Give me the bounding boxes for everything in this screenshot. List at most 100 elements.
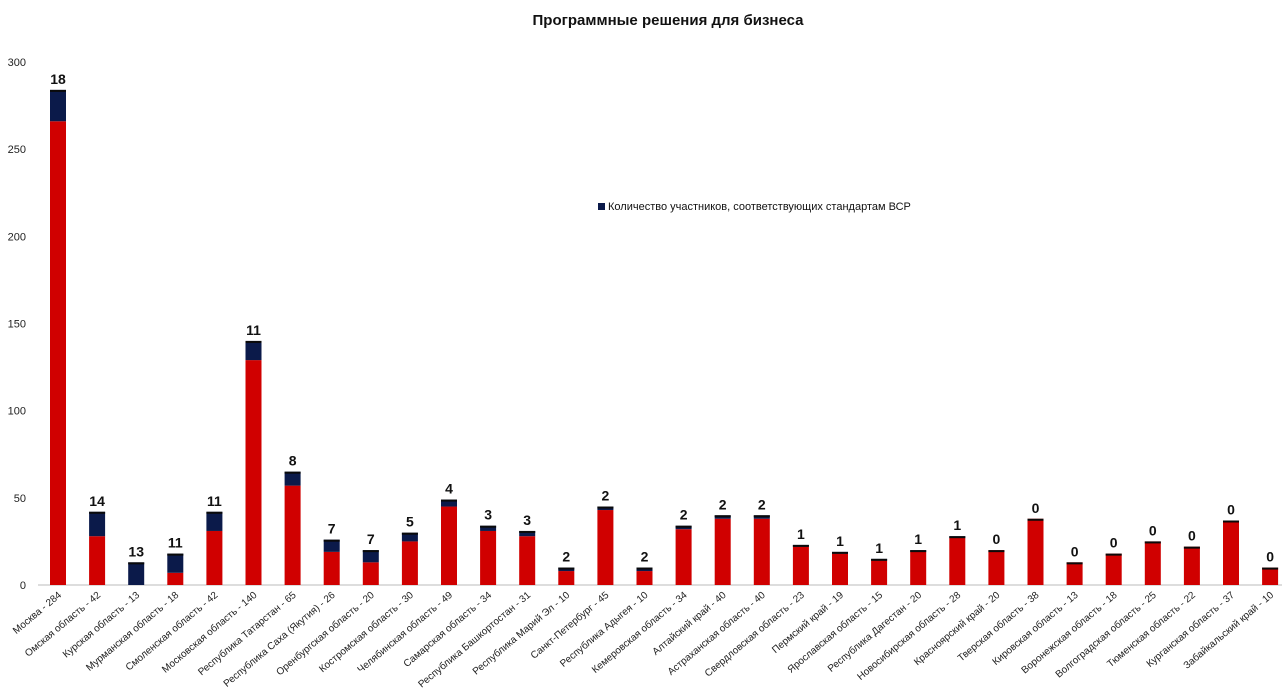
bar-cap	[792, 544, 809, 547]
bar-segment-vsr	[206, 511, 223, 531]
bar-segment-total	[1183, 546, 1200, 585]
bar-cap	[89, 511, 106, 514]
bar-segment-total	[50, 121, 66, 586]
bar-segment-total	[1105, 553, 1122, 585]
bar-segment-vsr	[401, 532, 418, 542]
data-label: 0	[1149, 522, 1157, 538]
bar-segment-total	[792, 546, 809, 585]
bar-cap	[245, 340, 262, 343]
bar-cap	[558, 567, 575, 570]
data-label: 5	[406, 514, 414, 530]
bar-segment-total	[401, 541, 418, 585]
bar-cap	[753, 515, 770, 518]
bar-cap	[1144, 541, 1161, 544]
bar-segment-total	[323, 551, 340, 585]
y-tick-label: 50	[14, 493, 26, 505]
bar-segment-total	[1144, 541, 1161, 585]
bar-segment-total	[245, 360, 262, 585]
data-label: 11	[168, 535, 183, 551]
data-label: 0	[1227, 501, 1235, 517]
legend-label: Количество участников, соответствующих с…	[608, 201, 911, 213]
data-label: 2	[758, 496, 766, 512]
bar-cap	[284, 471, 301, 474]
bar-cap	[441, 499, 457, 502]
bar-segment-total	[1066, 562, 1083, 585]
y-tick-label: 100	[8, 406, 26, 418]
bar-segment-total	[636, 571, 653, 585]
bar-cap	[1262, 567, 1279, 570]
bar-segment-vsr	[323, 539, 340, 552]
bar-segment-vsr	[89, 511, 106, 537]
bar-cap	[910, 550, 927, 553]
bar-segment-total	[675, 529, 692, 585]
data-label: 3	[523, 512, 531, 528]
data-label: 0	[1032, 500, 1040, 516]
data-label: 0	[1188, 528, 1196, 544]
bar-cap	[519, 530, 536, 533]
data-label: 2	[641, 549, 649, 565]
bar-cap	[988, 550, 1005, 553]
bar-segment-vsr	[245, 340, 262, 361]
bar-segment-vsr	[50, 89, 66, 122]
legend-swatch	[598, 203, 605, 210]
data-label: 0	[1071, 543, 1079, 559]
data-label: 2	[562, 549, 570, 565]
bar-segment-total	[89, 536, 106, 585]
bar-segment-vsr	[480, 525, 497, 531]
bar-cap	[636, 567, 653, 570]
bar-cap	[1027, 518, 1044, 521]
data-label: 1	[836, 533, 844, 549]
data-label: 13	[128, 543, 144, 559]
bar-cap	[206, 511, 223, 514]
bar-cap	[362, 550, 379, 553]
data-label: 7	[367, 531, 375, 547]
x-tick-label: Омская область - 42	[23, 589, 104, 660]
bar-segment-total	[1262, 567, 1279, 585]
bar-cap	[597, 506, 614, 509]
y-tick-label: 250	[8, 144, 26, 156]
bar-cap	[832, 551, 848, 554]
bar-segment-total	[597, 510, 614, 585]
bar-segment-total	[714, 518, 731, 585]
y-tick-label: 300	[8, 57, 26, 69]
data-label: 7	[328, 521, 336, 537]
data-label: 0	[1110, 535, 1118, 551]
bar-segment-total	[206, 530, 223, 585]
legend: Количество участников, соответствующих с…	[598, 201, 911, 213]
y-tick-label: 0	[20, 580, 26, 592]
chart-title: Программные решения для бизнеса	[533, 12, 805, 29]
bar-cap	[128, 562, 145, 565]
y-tick-label: 200	[8, 231, 26, 243]
bar-cap	[675, 525, 692, 528]
data-label: 0	[993, 531, 1001, 547]
bar-segment-total	[167, 572, 184, 585]
bar-segment-total	[1223, 520, 1239, 585]
bar-segment-total	[832, 553, 848, 585]
bar-cap	[167, 553, 184, 556]
bar-cap	[1223, 520, 1239, 523]
bar-segment-total	[910, 551, 927, 585]
bar-cap	[1066, 562, 1083, 565]
bar-cap	[714, 515, 731, 518]
data-label: 11	[246, 322, 261, 338]
data-label: 4	[445, 481, 453, 497]
data-label: 11	[207, 493, 222, 509]
data-label: 14	[89, 493, 105, 509]
y-tick-label: 150	[8, 319, 26, 331]
bar-segment-vsr	[284, 471, 301, 486]
bar-segment-total	[871, 560, 888, 585]
bar-segment-vsr	[362, 550, 379, 563]
bar-segment-total	[362, 562, 379, 585]
data-label: 1	[797, 526, 805, 542]
x-tick-label: Пермский край - 19	[770, 590, 846, 656]
data-label: 2	[680, 507, 688, 523]
bar-segment-total	[949, 537, 966, 585]
data-label: 1	[914, 531, 922, 547]
bar-cap	[949, 536, 966, 539]
data-label: 2	[719, 496, 727, 512]
bar-cap	[1105, 553, 1122, 556]
